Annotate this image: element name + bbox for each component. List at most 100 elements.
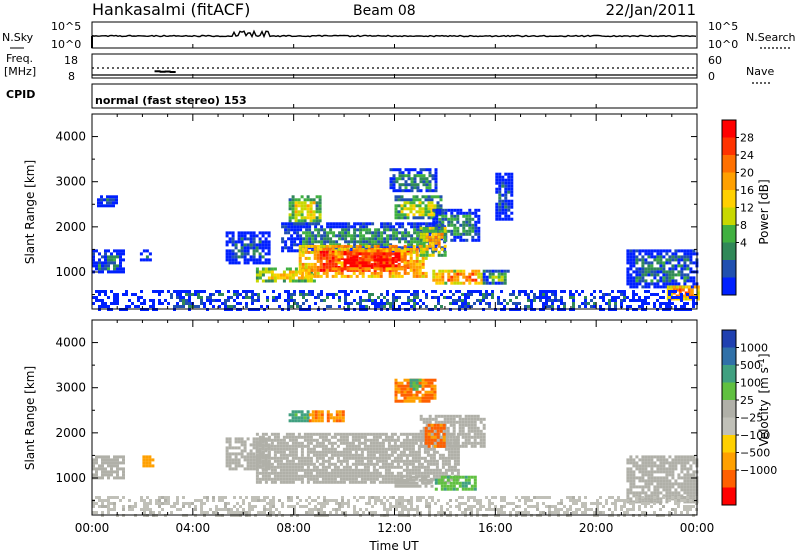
nave-tick-bottom: 0	[708, 70, 715, 83]
power-region	[482, 269, 510, 285]
y-tick-label: 4000	[55, 336, 86, 350]
colorbar-tick-label: 100	[740, 377, 761, 390]
colorbar-segment	[722, 417, 736, 436]
velocity-region	[434, 475, 477, 491]
colorbar-segment	[722, 137, 736, 156]
cpid-text: normal (fast stereo) 153	[95, 94, 247, 107]
colorbar-tick-label: −25	[740, 412, 763, 425]
power-region	[288, 195, 322, 226]
y-tick-label: 4000	[55, 130, 86, 144]
freq-tick-top: 18	[64, 54, 78, 67]
power-region	[139, 249, 152, 262]
freq-point	[159, 70, 166, 73]
colorbar-tick-label: 4	[740, 237, 747, 250]
freq-label: Freq.	[6, 52, 33, 65]
power-region	[97, 195, 118, 208]
colorbar-segment	[722, 172, 736, 191]
freq-unit-label: [MHz]	[4, 65, 36, 78]
y-tick-label: 3000	[55, 175, 86, 189]
colorbar-segment	[722, 155, 736, 173]
velocity-region	[424, 423, 446, 448]
velocity-region	[394, 475, 434, 488]
freq-point	[169, 71, 176, 73]
x-tick-label: 16:00	[478, 521, 513, 535]
velocity-region	[626, 455, 699, 504]
power-region	[92, 249, 125, 274]
colorbar-tick-label: 8	[740, 219, 747, 232]
colorbar-segment	[722, 260, 736, 278]
colorbar-tick-label: −100	[740, 429, 770, 442]
velocity-colorbar-unit-exp: -1	[757, 358, 767, 367]
colorbar-segment	[722, 347, 736, 366]
velocity-colorbar-label: Velocity [m s-1]	[757, 353, 771, 446]
power-region	[389, 168, 438, 193]
date-title: 22/Jan/2011	[606, 1, 697, 19]
nsky-tick-top: 10^5	[51, 20, 81, 33]
x-tick-label: 12:00	[377, 521, 412, 535]
y-tick-label: 2000	[55, 426, 86, 440]
colorbar-tick-label: 12	[740, 202, 754, 215]
colorbar-segment	[722, 207, 736, 226]
nsearch-label: N.Search	[746, 31, 796, 44]
colorbar-tick-label: 25	[740, 394, 754, 407]
power-x-ticks	[91, 114, 698, 309]
velocity-region	[92, 496, 698, 517]
colorbar-segment	[722, 225, 736, 243]
station-title: Hankasalmi (fitACF)	[92, 0, 250, 19]
velocity-data	[92, 378, 699, 517]
colorbar-tick-label: 500	[740, 359, 761, 372]
nsky-label: N.Sky	[2, 31, 34, 44]
velocity-colorbar-name: Velocity	[757, 400, 771, 447]
x-axis-label: Time UT	[368, 539, 419, 553]
y-tick-label: 1000	[55, 265, 86, 279]
colorbar-segment	[722, 277, 736, 296]
colorbar-segment	[722, 400, 736, 418]
power-region	[419, 226, 447, 257]
colorbar-segment	[722, 470, 736, 488]
nsearch-tick-bottom: 10^0	[708, 38, 738, 51]
velocity-region	[92, 455, 125, 480]
y-tick-label: 2000	[55, 220, 86, 234]
power-region	[225, 231, 271, 265]
freq-panel: Freq. [MHz] 18 8 60 0 Nave	[4, 52, 774, 84]
velocity-panel: 1000 2000 3000 4000 00:00 04:00 08:00 12:00 16:…	[23, 319, 777, 553]
velocity-colorbar-unit-close: ]	[757, 353, 771, 358]
colorbar-tick-label: −500	[740, 447, 770, 460]
colorbar-segment	[722, 452, 736, 471]
x-tick-label: 00:00	[680, 521, 715, 535]
velocity-colorbar-unit: [m s	[757, 367, 771, 393]
velocity-region	[142, 455, 155, 468]
power-y-axis: 1000 2000 3000 4000	[55, 130, 697, 296]
freq-series-points	[154, 70, 176, 73]
nsky-tick-bottom: 10^0	[51, 38, 81, 51]
beam-title: Beam 08	[353, 3, 416, 19]
x-tick-label: 00:00	[75, 521, 110, 535]
colorbar-segment	[722, 120, 736, 138]
power-colorbar: 28 24 20 16 12 8 4	[721, 119, 754, 296]
colorbar-segment	[722, 365, 736, 383]
colorbar-segment	[722, 487, 736, 506]
x-tick-label: 04:00	[176, 521, 211, 535]
freq-tick-bottom: 8	[68, 70, 75, 83]
velocity-colorbar: 1000 500 100 25 −25 −100 −500 −1000	[721, 329, 777, 506]
freq-point	[164, 70, 171, 73]
power-colorbar-label: Power [dB]	[757, 179, 771, 244]
nsky-panel: N.Sky 10^5 10^0 10^5 10^0 N.Search	[2, 20, 796, 51]
y-tick-label: 1000	[55, 471, 86, 485]
nsearch-tick-top: 10^5	[708, 20, 738, 33]
power-data	[92, 168, 700, 311]
velocity-y-axis: 1000 2000 3000 4000	[55, 336, 697, 502]
colorbar-tick-label: 16	[740, 184, 754, 197]
colorbar-tick-label: 1000	[740, 342, 768, 355]
power-region	[432, 269, 484, 285]
colorbar-tick-label: −1000	[740, 464, 777, 477]
cpid-label: CPID	[6, 88, 35, 101]
colorbar-segment	[722, 330, 736, 348]
nsky-noise	[91, 29, 697, 39]
velocity-y-label: Slant Range [km]	[23, 366, 37, 470]
velocity-x-axis: 00:00 04:00 08:00 12:00 16:00 20:00 00:00	[75, 320, 715, 535]
power-y-label: Slant Range [km]	[23, 160, 37, 264]
colorbar-segment	[722, 190, 736, 208]
velocity-region	[308, 410, 345, 423]
